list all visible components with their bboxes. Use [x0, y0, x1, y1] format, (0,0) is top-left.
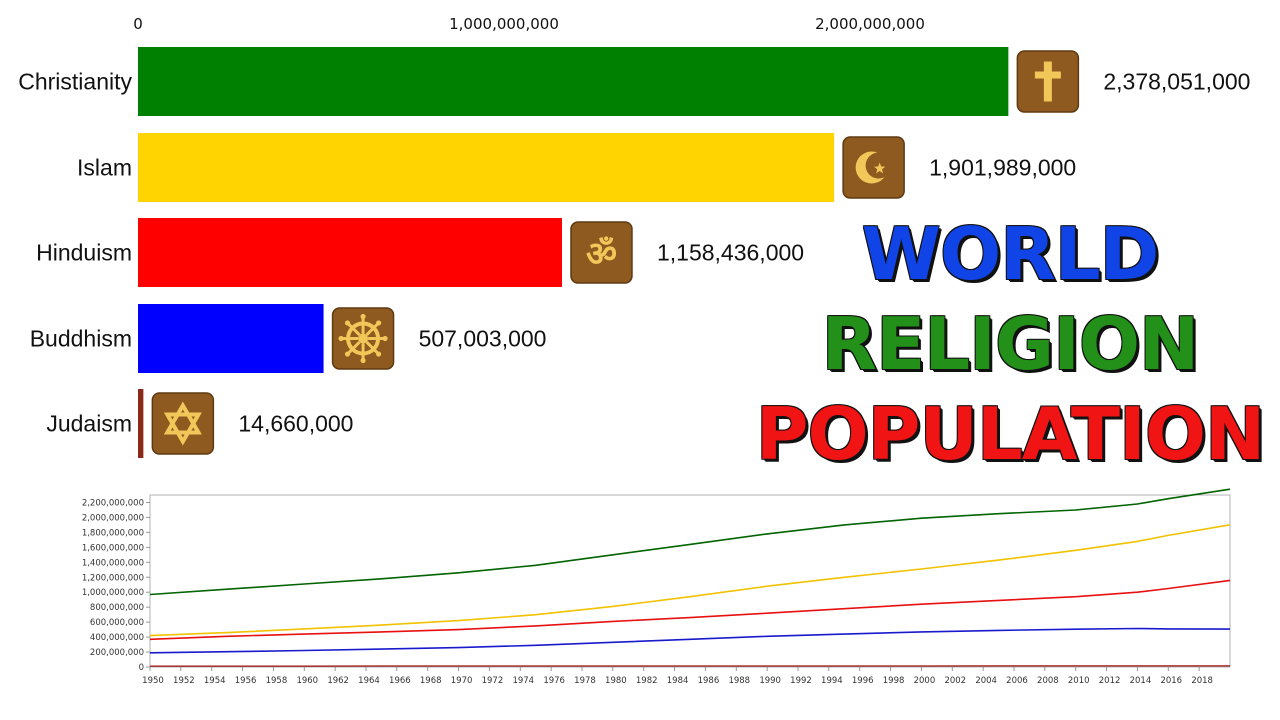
bar-christianity — [138, 47, 1009, 116]
x-tick-label: 1960 — [296, 676, 318, 686]
bar-islam — [138, 133, 835, 202]
x-tick-label: 1956 — [235, 676, 257, 686]
x-tick-label: 1990 — [759, 676, 781, 686]
x-tick-label: 1970 — [451, 676, 473, 686]
y-tick-label: 2,200,000,000 — [82, 498, 144, 508]
svg-text:ॐ: ॐ — [586, 235, 617, 275]
x-tick-label: 1978 — [574, 676, 596, 686]
y-tick-label: 1,400,000,000 — [82, 558, 144, 568]
x-tick-label: 2012 — [1099, 676, 1121, 686]
x-tick-label: 2002 — [944, 676, 966, 686]
x-tick-label: 2018 — [1191, 676, 1213, 686]
x-tick-label: 1996 — [852, 676, 874, 686]
x-tick-label: 1962 — [327, 676, 349, 686]
series-line — [149, 579, 1231, 641]
dharma-wheel-icon — [331, 307, 395, 370]
category-label: Hinduism — [36, 240, 132, 266]
y-tick-label: 600,000,000 — [90, 618, 144, 628]
x-tick-label: 2,000,000,000 — [815, 15, 925, 33]
x-tick-label: 2000 — [914, 676, 936, 686]
x-tick-label: 1980 — [605, 676, 627, 686]
x-tick-label: 2008 — [1037, 676, 1059, 686]
bar-hinduism — [138, 218, 562, 287]
x-tick-label: 1988 — [728, 676, 750, 686]
y-tick-label: 1,000,000,000 — [82, 588, 144, 598]
y-tick-label: 1,600,000,000 — [82, 543, 144, 553]
series-line — [149, 524, 1231, 637]
x-tick-label: 2014 — [1130, 676, 1152, 686]
title-religion: RELIGION — [821, 302, 1200, 386]
value-label: 14,660,000 — [238, 411, 353, 437]
bar-judaism — [138, 389, 144, 458]
x-tick-label: 1,000,000,000 — [449, 15, 559, 33]
x-tick-label: 1954 — [204, 676, 226, 686]
x-tick-label: 1976 — [543, 676, 565, 686]
series-line — [149, 627, 1231, 654]
plot-frame — [149, 494, 1231, 668]
x-tick-label: 1952 — [173, 676, 195, 686]
value-label: 507,003,000 — [419, 326, 547, 352]
category-label: Islam — [77, 155, 132, 181]
title-population: POPULATION — [755, 392, 1266, 476]
x-tick-label: 2004 — [975, 676, 997, 686]
x-tick-label: 1958 — [266, 676, 288, 686]
x-tick-label: 1968 — [420, 676, 442, 686]
x-tick-label: 1994 — [821, 676, 843, 686]
om-icon: ॐ — [570, 221, 633, 284]
x-tick-label: 1974 — [512, 676, 534, 686]
x-tick-label: 1982 — [636, 676, 658, 686]
y-tick-label: 1,800,000,000 — [82, 528, 144, 538]
category-label: Christianity — [18, 69, 132, 95]
y-tick-label: 2,000,000,000 — [82, 513, 144, 523]
y-tick-label: 1,200,000,000 — [82, 573, 144, 583]
x-tick-label: 1998 — [883, 676, 905, 686]
category-label: Buddhism — [30, 326, 132, 352]
category-label: Judaism — [46, 411, 132, 437]
x-tick-label: 1966 — [389, 676, 411, 686]
x-tick-label: 1950 — [142, 676, 164, 686]
crescent-star-icon — [842, 136, 905, 199]
x-tick-label: 1992 — [790, 676, 812, 686]
x-tick-label: 1986 — [698, 676, 720, 686]
y-tick-label: 400,000,000 — [90, 633, 144, 643]
x-tick-label: 2006 — [1006, 676, 1028, 686]
x-tick-label: 2016 — [1160, 676, 1182, 686]
value-label: 1,158,436,000 — [657, 240, 804, 266]
x-tick-label: 1972 — [482, 676, 504, 686]
value-label: 2,378,051,000 — [1103, 69, 1250, 95]
x-tick-label: 1964 — [358, 676, 380, 686]
y-tick-label: 200,000,000 — [90, 648, 144, 658]
x-tick-label: 0 — [133, 15, 143, 33]
cross-icon — [1016, 50, 1080, 113]
x-tick-label: 1984 — [667, 676, 689, 686]
value-label: 1,901,989,000 — [929, 155, 1076, 181]
y-tick-label: 0 — [139, 663, 144, 673]
series-line — [149, 488, 1231, 596]
title-world: WORLD — [861, 212, 1160, 296]
bar-chart: 0 1,000,000,000 2,000,000,000 Christianity 2… — [18, 15, 1250, 458]
bar-buddhism — [138, 304, 324, 373]
star-of-david-icon — [151, 392, 215, 455]
x-tick-label: 2010 — [1068, 676, 1090, 686]
y-tick-label: 800,000,000 — [90, 603, 144, 613]
